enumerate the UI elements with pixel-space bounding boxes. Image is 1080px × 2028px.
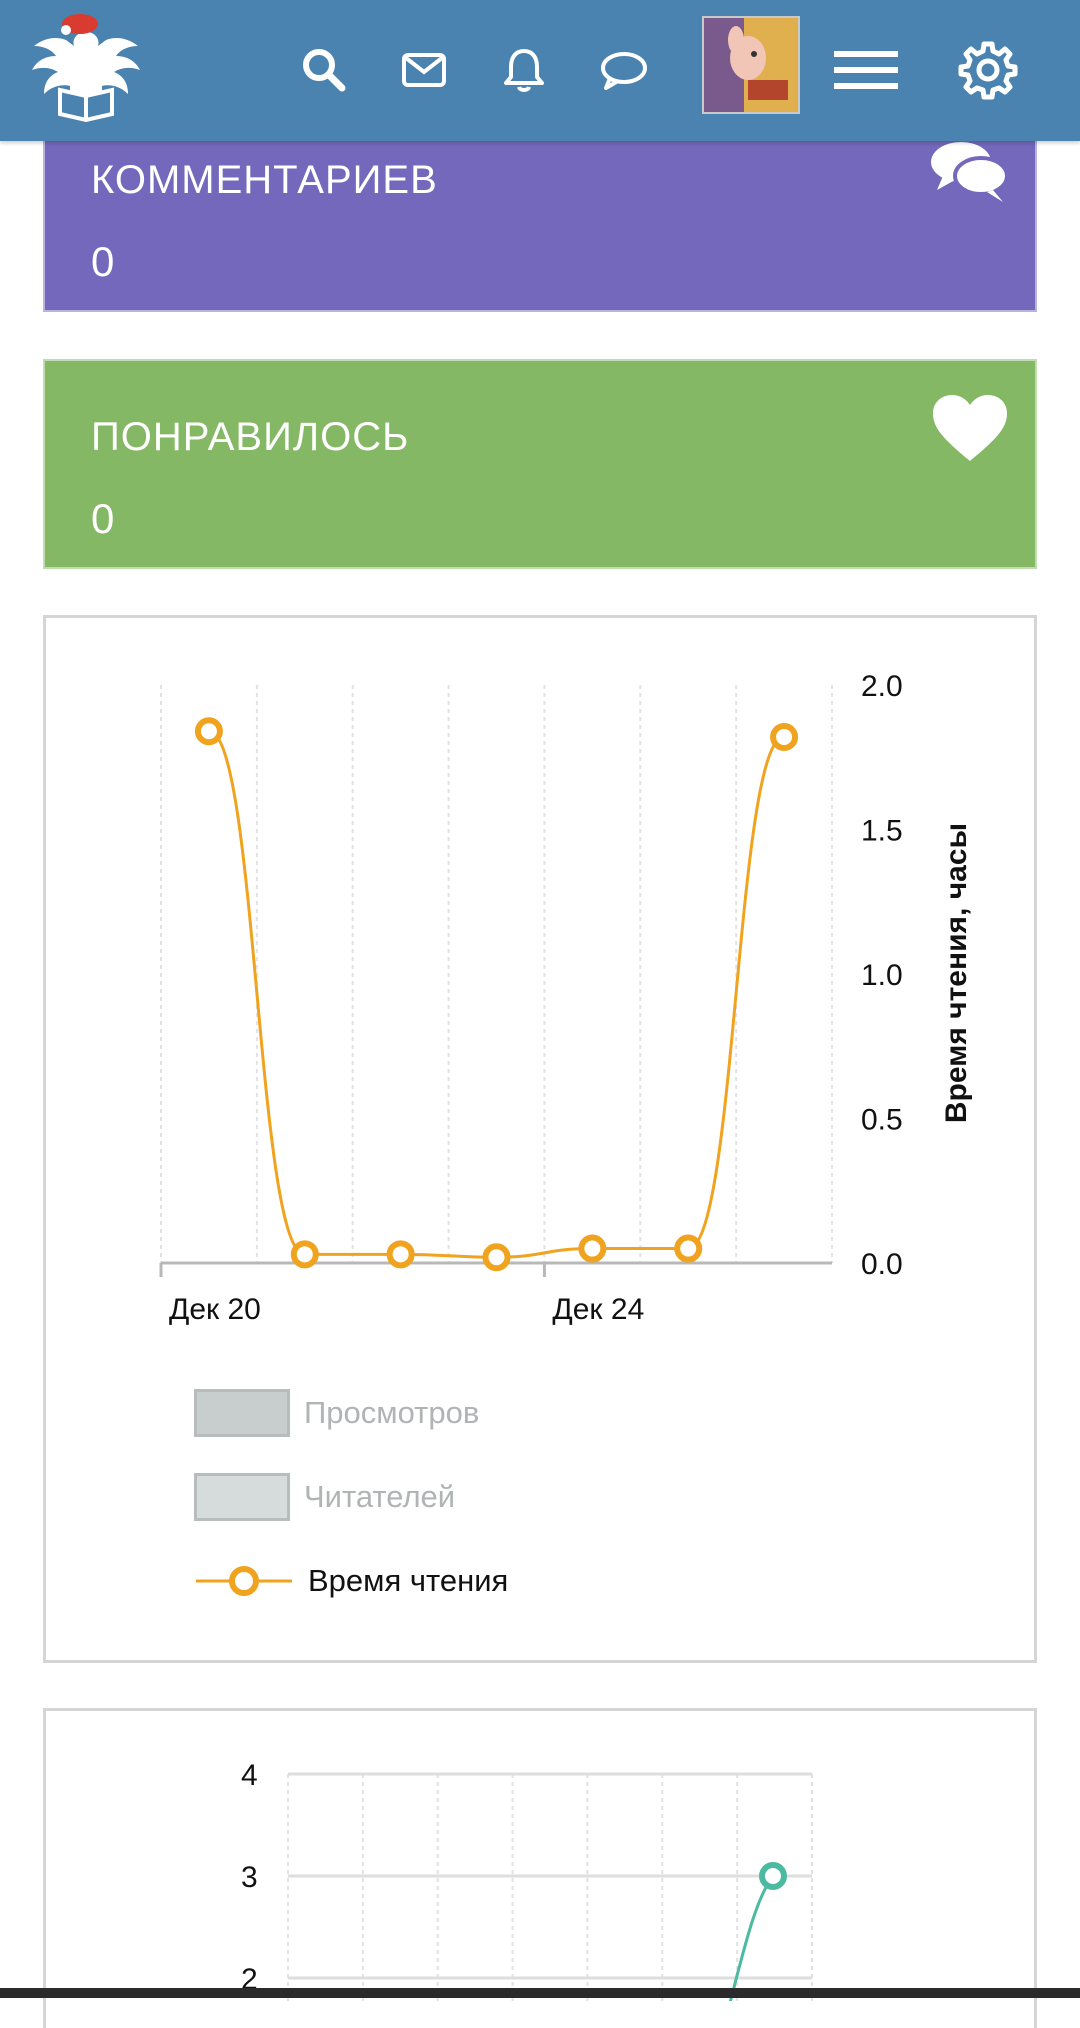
legend-swatch-views xyxy=(194,1389,290,1437)
y-axis-label: Время чтения, часы xyxy=(940,823,973,1123)
likes-label: ПОНРАВИЛОСЬ xyxy=(91,415,410,459)
comments-label: КОММЕНТАРИЕВ xyxy=(91,158,438,202)
heart-icon xyxy=(931,393,1009,468)
data-point[interactable] xyxy=(770,723,799,752)
data-point[interactable] xyxy=(674,1234,703,1263)
mail-icon[interactable] xyxy=(384,30,464,110)
legend-swatch-readers xyxy=(194,1473,290,1521)
menu-icon[interactable] xyxy=(826,30,906,110)
data-point[interactable] xyxy=(386,1240,415,1269)
y-tick-label: 0.0 xyxy=(861,1248,903,1281)
legend-label-reading-time: Время чтения xyxy=(308,1563,509,1598)
avatar[interactable] xyxy=(702,16,800,114)
legend-item-views[interactable]: Просмотров xyxy=(194,1388,479,1438)
x-tick-label: Дек 24 xyxy=(552,1293,644,1326)
search-icon[interactable] xyxy=(284,30,364,110)
series-line-reading-time xyxy=(208,729,785,1259)
legend-swatch-reading-time xyxy=(196,1566,292,1596)
y-tick-label: 3 xyxy=(241,1861,258,1894)
comments-icon xyxy=(929,138,1009,209)
likes-value: 0 xyxy=(91,495,115,542)
data-point[interactable] xyxy=(578,1234,607,1263)
data-point[interactable] xyxy=(290,1240,319,1269)
legend-label-views: Просмотров xyxy=(304,1395,480,1430)
top-navigation-bar xyxy=(0,0,1080,141)
y-tick-label: 4 xyxy=(241,1759,258,1792)
y-tick-label: 2.0 xyxy=(861,670,903,703)
bell-icon[interactable] xyxy=(484,30,564,110)
y-tick-label: 1.5 xyxy=(861,815,903,848)
y-tick-label: 1.0 xyxy=(861,959,903,992)
gear-icon[interactable] xyxy=(948,30,1028,110)
y-tick-label: 2 xyxy=(241,1963,258,1996)
data-point[interactable] xyxy=(194,717,223,746)
comments-value: 0 xyxy=(91,238,115,285)
reading-time-chart: Дек 20 Дек 24 2.0 1.5 1.0 0.5 0.0 Время чтени… xyxy=(159,670,973,1326)
bottom-edge-strip xyxy=(0,1988,1080,1998)
data-point[interactable] xyxy=(482,1243,511,1272)
likes-stat-card: ПОНРАВИЛОСЬ 0 xyxy=(43,359,1037,569)
chat-bubble-icon[interactable] xyxy=(584,30,664,110)
second-chart-panel: 4 3 2 xyxy=(43,1708,1037,2028)
series-line xyxy=(728,1875,775,2001)
x-tick-label: Дек 20 xyxy=(169,1293,261,1326)
second-chart: 4 3 2 xyxy=(241,1759,813,2001)
reading-time-chart-panel: Дек 20 Дек 24 2.0 1.5 1.0 0.5 0.0 Время чтени… xyxy=(43,615,1037,1663)
logo-eagle-book-icon[interactable] xyxy=(26,10,146,130)
y-tick-label: 0.5 xyxy=(861,1104,903,1137)
legend-label-readers: Читателей xyxy=(304,1479,456,1514)
data-point[interactable] xyxy=(759,1862,787,1890)
legend-item-reading-time[interactable]: Время чтения xyxy=(194,1556,508,1606)
legend-item-readers[interactable]: Читателей xyxy=(194,1472,455,1522)
